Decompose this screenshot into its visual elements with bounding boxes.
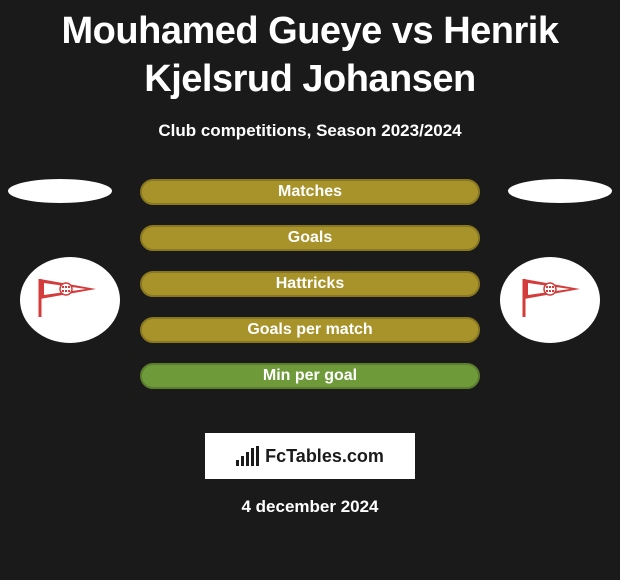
fctables-logo: FcTables.com	[205, 433, 415, 479]
logo-bars-icon	[236, 446, 259, 466]
stat-label: Hattricks	[142, 275, 478, 293]
logo-text: FcTables.com	[265, 446, 384, 467]
player-right-oval	[508, 179, 612, 203]
player-left-oval	[8, 179, 112, 203]
stat-bar-goals: Goals	[140, 225, 480, 251]
stat-label: Matches	[142, 183, 478, 201]
stat-bars: Matches Goals Hattricks Goals per match …	[140, 179, 480, 409]
date-label: 4 december 2024	[0, 497, 620, 517]
stat-label: Goals	[142, 229, 478, 247]
team-flag-right-icon	[522, 277, 582, 323]
stat-label: Goals per match	[142, 321, 478, 339]
stat-label: Min per goal	[142, 367, 478, 385]
stat-bar-hattricks: Hattricks	[140, 271, 480, 297]
page-title: Mouhamed Gueye vs Henrik Kjelsrud Johans…	[0, 0, 620, 103]
stat-bar-min-per-goal: Min per goal	[140, 363, 480, 389]
stat-bar-matches: Matches	[140, 179, 480, 205]
team-flag-left-icon	[38, 277, 98, 323]
subtitle: Club competitions, Season 2023/2024	[0, 121, 620, 141]
comparison-chart: Matches Goals Hattricks Goals per match …	[0, 179, 620, 419]
stat-bar-goals-per-match: Goals per match	[140, 317, 480, 343]
